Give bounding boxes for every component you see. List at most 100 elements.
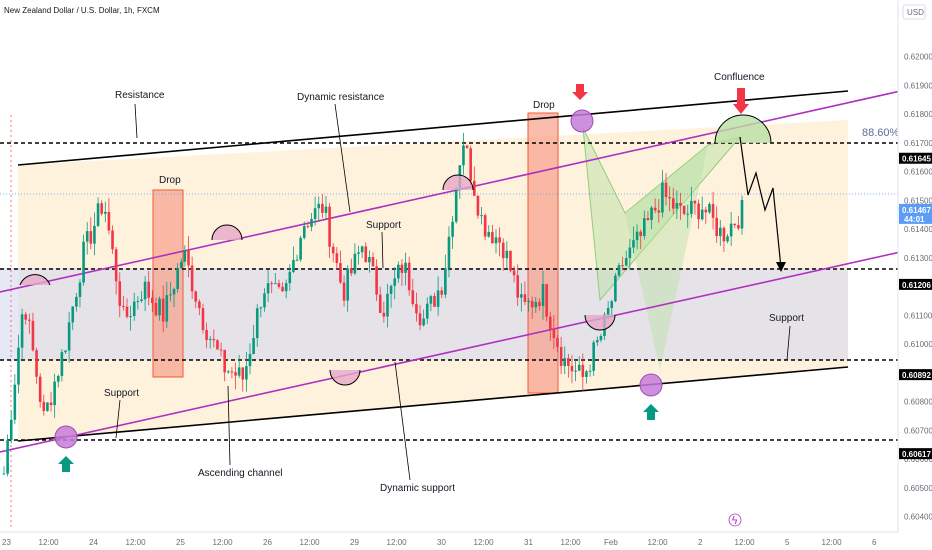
candle-body bbox=[169, 294, 172, 296]
lightning-icon[interactable]: ϟ bbox=[731, 514, 738, 527]
chart-title: New Zealand Dollar / U.S. Dollar, 1h, FX… bbox=[4, 6, 160, 15]
price-tag-box bbox=[899, 203, 932, 224]
candle-body bbox=[364, 246, 368, 263]
candle-body bbox=[266, 283, 270, 294]
candle-body bbox=[643, 218, 646, 236]
y-tick-label: 0.61800 bbox=[904, 110, 932, 119]
confluence-arc bbox=[714, 114, 772, 144]
x-tick-label: 2 bbox=[698, 538, 703, 547]
candle-body bbox=[245, 366, 248, 380]
candle-body bbox=[288, 271, 292, 284]
candle-body bbox=[299, 237, 302, 260]
candle-body bbox=[737, 225, 740, 229]
label-drop-1: Drop bbox=[159, 175, 181, 186]
candle-body bbox=[740, 200, 744, 229]
candle-body bbox=[223, 349, 226, 373]
candle-body bbox=[328, 206, 331, 247]
candle-body bbox=[617, 265, 621, 276]
candle-body bbox=[103, 211, 107, 214]
candle-body bbox=[661, 182, 664, 213]
candle-body bbox=[704, 209, 708, 213]
candle-body bbox=[259, 307, 263, 309]
candle-body bbox=[487, 232, 491, 237]
candle-body bbox=[418, 313, 422, 326]
candle-body bbox=[715, 217, 718, 237]
reversal-circles bbox=[54, 109, 663, 449]
candle-body bbox=[639, 231, 643, 236]
y-tick-label: 0.61700 bbox=[904, 139, 932, 148]
candle-body bbox=[64, 350, 67, 353]
candle-body bbox=[599, 336, 603, 341]
candle-body bbox=[71, 306, 75, 323]
candle-body bbox=[198, 301, 201, 309]
candle-body bbox=[292, 260, 295, 272]
x-tick-label: 26 bbox=[263, 538, 272, 547]
candle-body bbox=[635, 231, 639, 241]
candle-body bbox=[465, 145, 469, 149]
x-tick-label: 12:00 bbox=[387, 538, 408, 547]
candle-body bbox=[585, 371, 588, 377]
candle-body bbox=[389, 285, 393, 294]
candle-body bbox=[567, 358, 570, 366]
label-ascending-channel: Ascending channel bbox=[198, 468, 283, 479]
candle-body bbox=[476, 195, 480, 216]
candle-body bbox=[331, 246, 335, 254]
candle-body bbox=[357, 252, 360, 254]
label-support-mid: Support bbox=[366, 220, 401, 231]
candle-body bbox=[422, 318, 425, 326]
x-ticks: 23 12:00 24 12:00 25 12:00 26 12:00 29 12:00 30 12:… bbox=[2, 538, 877, 547]
y-tick-label: 0.61400 bbox=[904, 225, 932, 234]
time-axis bbox=[0, 532, 932, 550]
candle-body bbox=[606, 308, 610, 315]
candle-body bbox=[527, 300, 530, 302]
candle-body bbox=[708, 204, 711, 213]
candle-body bbox=[368, 256, 371, 263]
candle-body bbox=[20, 314, 24, 348]
candle-body bbox=[534, 301, 538, 308]
candle-body bbox=[577, 364, 581, 371]
currency-label: USD bbox=[907, 8, 924, 17]
candle-body bbox=[657, 210, 661, 213]
candle-body bbox=[653, 207, 657, 211]
candle-body bbox=[548, 316, 552, 330]
candle-body bbox=[129, 316, 132, 318]
candle-body bbox=[321, 203, 324, 213]
swing-markers bbox=[19, 114, 772, 386]
candle-body bbox=[277, 283, 281, 287]
candle-body bbox=[281, 286, 284, 292]
candle-body bbox=[574, 370, 577, 372]
price-tag-box bbox=[899, 369, 932, 381]
y-tick-label: 0.61100 bbox=[904, 311, 932, 320]
candle-body bbox=[501, 242, 505, 259]
y-tick-label: 0.62000 bbox=[904, 53, 932, 62]
label-dynamic-support: Dynamic support bbox=[380, 483, 455, 494]
projection-path bbox=[739, 136, 782, 269]
candle-body bbox=[570, 365, 574, 372]
candle-body bbox=[284, 283, 288, 292]
candle-body bbox=[93, 225, 96, 244]
candle-body bbox=[342, 282, 346, 301]
harmonic-pattern-2 bbox=[625, 145, 708, 370]
candle-body bbox=[444, 268, 447, 295]
up-arrow-1 bbox=[58, 456, 74, 472]
candle-body bbox=[729, 223, 733, 237]
candle-body bbox=[118, 281, 122, 306]
x-tick-label: 23 bbox=[2, 538, 11, 547]
candle-body bbox=[349, 268, 353, 274]
candle-body bbox=[310, 218, 313, 227]
candle-body bbox=[241, 367, 245, 380]
candle-body bbox=[42, 401, 46, 411]
candle-body bbox=[255, 308, 259, 339]
label-confluence: Confluence bbox=[714, 72, 765, 83]
up-arrow-2 bbox=[643, 404, 659, 420]
candle-body bbox=[306, 226, 310, 228]
candle-body bbox=[628, 247, 632, 259]
price-tag-box bbox=[899, 152, 932, 164]
candles bbox=[2, 132, 744, 477]
candle-body bbox=[67, 322, 71, 351]
candle-body bbox=[96, 203, 100, 226]
candle-body bbox=[436, 290, 440, 307]
candle-body bbox=[78, 282, 82, 297]
candle-body bbox=[216, 340, 219, 350]
